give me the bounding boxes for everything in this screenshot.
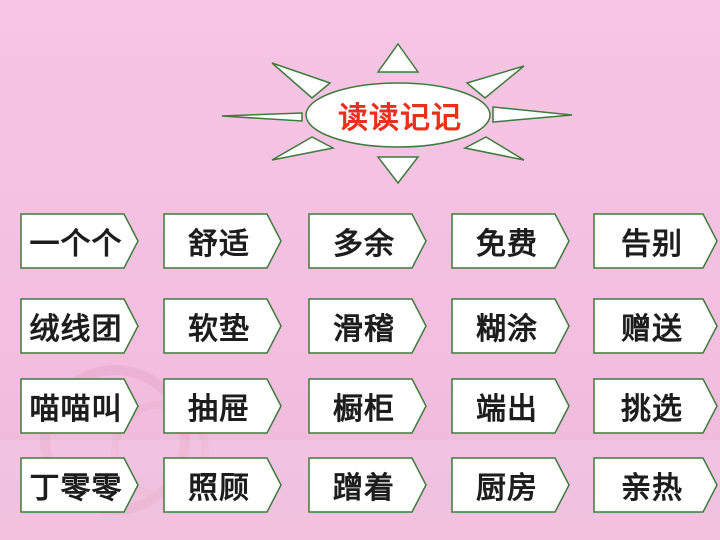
title-ellipse (305, 82, 491, 148)
word-card: 橱柜 (308, 378, 440, 434)
card-shape (163, 298, 282, 354)
word-label: 厨房 (476, 471, 538, 506)
ray-right (492, 106, 573, 123)
card-shape (308, 378, 427, 434)
word-label: 软垫 (188, 312, 250, 347)
card-shape (593, 213, 718, 269)
card-shape (593, 457, 718, 513)
word-label: 橱柜 (333, 392, 395, 427)
word-label: 一个个 (29, 227, 123, 262)
word-label: 端出 (476, 392, 538, 427)
card-shape (20, 457, 139, 513)
card-shape (593, 378, 718, 434)
word-label: 亲热 (621, 471, 683, 506)
word-card: 端出 (451, 378, 583, 434)
word-card: 挑选 (593, 378, 720, 434)
word-label: 蹭着 (333, 471, 395, 506)
ray-top-left (271, 62, 332, 99)
word-card: 蹭着 (308, 457, 440, 513)
card-shape (163, 213, 282, 269)
ray-top-right (465, 65, 525, 99)
word-label: 糊涂 (476, 312, 538, 347)
ray-bottom-left (271, 136, 336, 161)
word-card: 舒适 (163, 213, 295, 269)
card-shape (593, 298, 718, 354)
page-title: 读读记记 (338, 101, 462, 136)
card-shape (163, 457, 282, 513)
word-card: 多余 (308, 213, 440, 269)
word-label: 赠送 (621, 312, 683, 347)
word-label: 丁零零 (29, 471, 123, 506)
card-shape (308, 213, 427, 269)
word-label: 免费 (476, 227, 538, 262)
ray-left (221, 112, 303, 122)
word-card: 滑稽 (308, 298, 440, 354)
word-label: 抽屉 (188, 392, 250, 427)
word-card: 一个个 (20, 213, 152, 269)
word-card: 厨房 (451, 457, 583, 513)
ray-bottom-right (462, 136, 525, 161)
ray-top (376, 42, 420, 73)
word-card: 抽屉 (163, 378, 295, 434)
word-card: 丁零零 (20, 457, 152, 513)
card-shape (308, 457, 427, 513)
card-shape (20, 378, 139, 434)
word-card: 告别 (593, 213, 720, 269)
word-label: 多余 (333, 227, 395, 262)
word-label: 挑选 (621, 392, 683, 427)
word-label: 喵喵叫 (29, 392, 123, 427)
ray-bottom (376, 156, 420, 185)
word-card: 绒线团 (20, 298, 152, 354)
card-shape (20, 298, 139, 354)
card-shape (451, 213, 570, 269)
word-label: 滑稽 (333, 312, 395, 347)
word-card: 赠送 (593, 298, 720, 354)
sunburst-decoration (221, 42, 573, 185)
word-card: 免费 (451, 213, 583, 269)
word-label: 绒线团 (29, 312, 123, 347)
word-card: 照顾 (163, 457, 295, 513)
word-label: 舒适 (188, 227, 250, 262)
card-shape (451, 457, 570, 513)
word-card: 亲热 (593, 457, 720, 513)
card-shape (308, 298, 427, 354)
word-label: 告别 (621, 227, 683, 262)
word-label: 照顾 (188, 471, 250, 506)
card-shape (451, 298, 570, 354)
word-card: 软垫 (163, 298, 295, 354)
word-card: 喵喵叫 (20, 378, 152, 434)
card-shape (20, 213, 139, 269)
card-shape (451, 378, 570, 434)
card-shape (163, 378, 282, 434)
word-card: 糊涂 (451, 298, 583, 354)
